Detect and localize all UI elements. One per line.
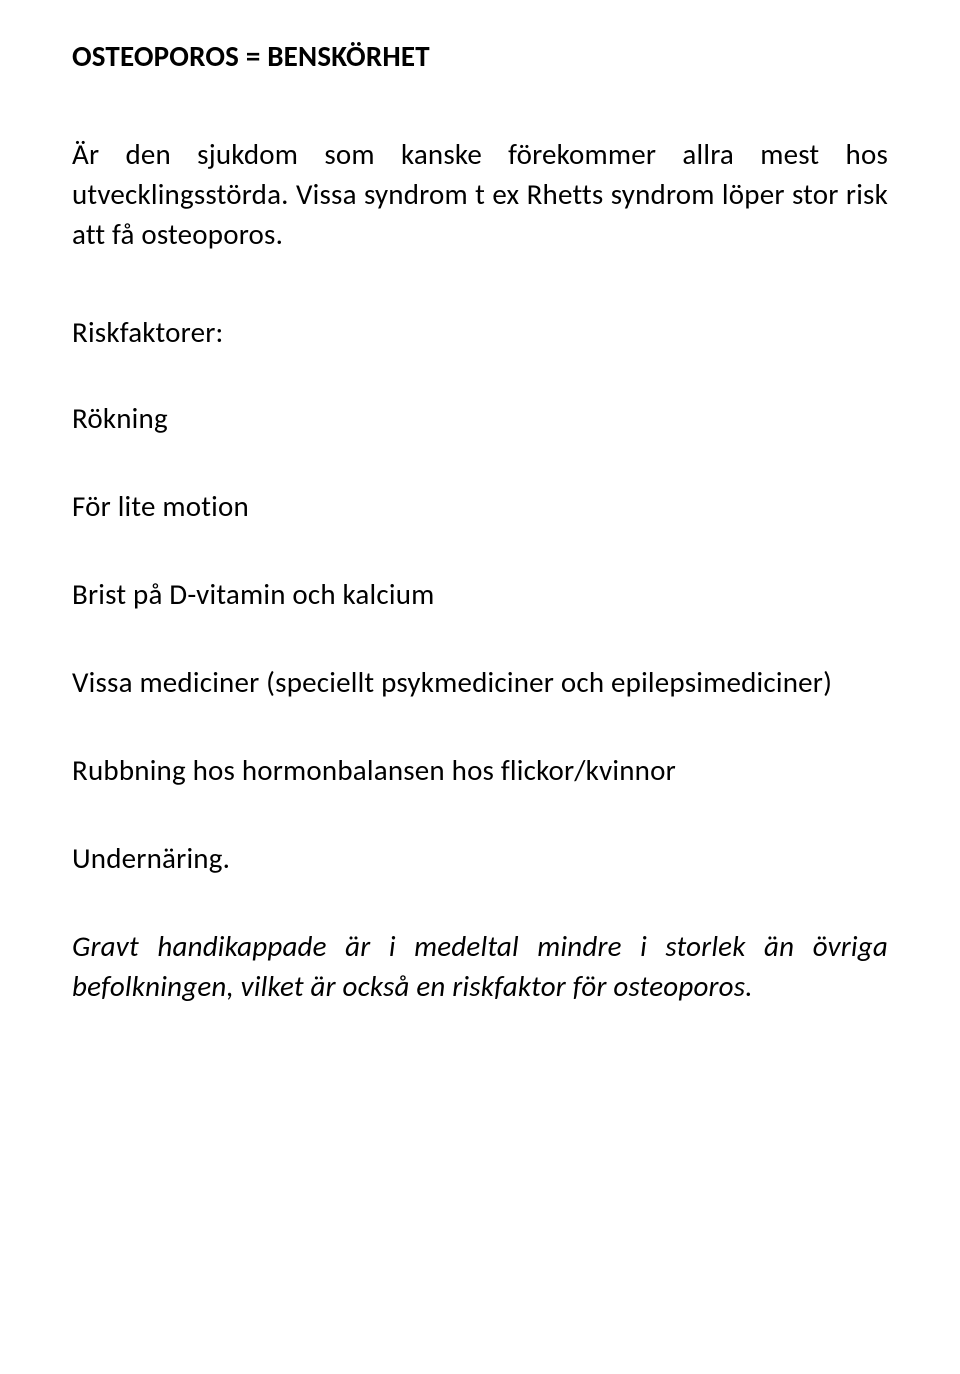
list-item: Brist på D-vitamin och kalcium <box>72 574 888 614</box>
riskfaktorer-heading: Riskfaktorer: <box>72 314 888 350</box>
list-item: Rubbning hos hormonbalansen hos flickor/… <box>72 750 888 790</box>
page-title: OSTEOPOROS = BENSKÖRHET <box>72 38 888 74</box>
list-item: För lite motion <box>72 486 888 526</box>
list-item: Undernäring. <box>72 838 888 878</box>
list-item: Rökning <box>72 398 888 438</box>
intro-paragraph: Är den sjukdom som kanske förekommer all… <box>72 134 888 254</box>
list-item: Vissa mediciner (speciellt psykmediciner… <box>72 662 888 702</box>
closing-paragraph: Gravt handikappade är i medeltal mindre … <box>72 926 888 1006</box>
